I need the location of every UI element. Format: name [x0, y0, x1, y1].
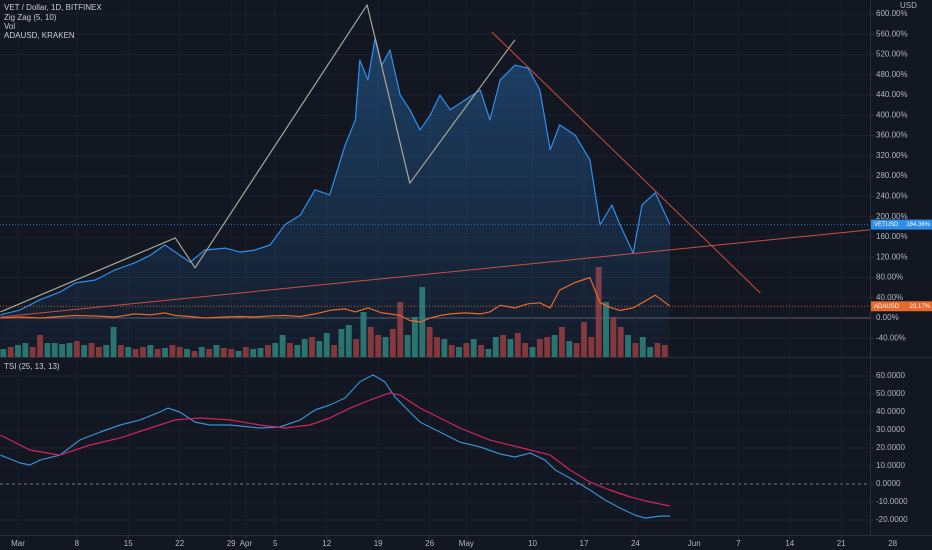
x-tick-label: Mar — [11, 539, 25, 548]
last-value-name: ADAUSD — [874, 304, 900, 310]
x-tick-label: 10 — [528, 539, 537, 548]
x-tick-label: 7 — [736, 539, 741, 548]
y-tick-label: 600.00% — [876, 9, 908, 18]
legend-zigzag: Zig Zag (5, 10) — [4, 13, 57, 22]
y-tick-label: 320.00% — [876, 151, 908, 160]
last-value-label: 23.17% — [910, 304, 931, 310]
y-tick-label: 520.00% — [876, 50, 908, 59]
y-tick-label: 280.00% — [876, 171, 908, 180]
x-tick-label: 21 — [837, 539, 846, 548]
last-value-label: 184.36% — [906, 222, 930, 228]
y-tick-label: 30.0000 — [876, 425, 905, 434]
series-line — [0, 392, 671, 507]
y-tick-label: -20.0000 — [876, 515, 908, 524]
last-value-box — [871, 219, 932, 230]
y-tick-label: 40.0000 — [876, 407, 905, 416]
y-tick-label: -40.00% — [876, 333, 906, 342]
y-tick-label: 360.00% — [876, 131, 908, 140]
y-tick-label: 560.00% — [876, 29, 908, 38]
y-tick-label: 0.0000 — [876, 479, 901, 488]
x-tick-label: 14 — [785, 539, 794, 548]
y-tick-label: 400.00% — [876, 110, 908, 119]
plot-layer — [0, 4, 870, 519]
x-tick-label: 29 — [227, 539, 236, 548]
y-tick-label: 40.00% — [876, 293, 903, 302]
series-line — [0, 4, 516, 313]
y-tick-label: 60.0000 — [876, 371, 905, 380]
y-axis-label: USD — [900, 1, 917, 10]
trend-line — [0, 229, 870, 318]
y-tick-label: 20.0000 — [876, 443, 905, 452]
y-tick-label: 10.0000 — [876, 461, 905, 470]
y-tick-label: 440.00% — [876, 90, 908, 99]
x-tick-label: 12 — [322, 539, 331, 548]
x-tick-label: 24 — [631, 539, 640, 548]
x-tick-label: 15 — [124, 539, 133, 548]
y-tick-label: -10.0000 — [876, 497, 908, 506]
series-line — [0, 276, 671, 323]
y-tick-label: 50.0000 — [876, 389, 905, 398]
label-layer: 600.00% 560.00% 520.00% 480.00% 440.00% 400.0… — [11, 9, 932, 548]
y-tick-label: 240.00% — [876, 191, 908, 200]
last-value-box — [871, 301, 932, 312]
legend-volume: Vol — [4, 22, 15, 31]
x-tick-label: 17 — [580, 539, 589, 548]
y-tick-label: 120.00% — [876, 252, 908, 261]
y-tick-label: 160.00% — [876, 232, 908, 241]
x-tick-label: May — [459, 539, 474, 548]
chart-title: VET / Dollar, 1D, BITFINEX — [4, 3, 102, 12]
y-tick-label: 200.00% — [876, 212, 908, 221]
x-tick-label: Jun — [688, 539, 701, 548]
y-tick-label: 80.00% — [876, 273, 903, 282]
legend-ada: ADAUSD, KRAKEN — [4, 31, 75, 40]
series-line — [0, 374, 670, 519]
x-tick-label: 28 — [888, 539, 897, 548]
y-tick-label: 480.00% — [876, 70, 908, 79]
x-tick-label: 8 — [75, 539, 80, 548]
trend-line — [491, 31, 761, 294]
tsi-title: TSI (25, 13, 13) — [4, 362, 60, 371]
y-tick-label: 0.00% — [876, 313, 899, 322]
x-tick-label: 19 — [374, 539, 383, 548]
area — [0, 37, 670, 358]
last-value-name: VETUSD — [874, 222, 899, 228]
x-tick-label: Apr — [240, 539, 253, 548]
x-tick-label: 26 — [425, 539, 434, 548]
x-tick-label: 5 — [273, 539, 278, 548]
x-tick-label: 22 — [175, 539, 184, 548]
